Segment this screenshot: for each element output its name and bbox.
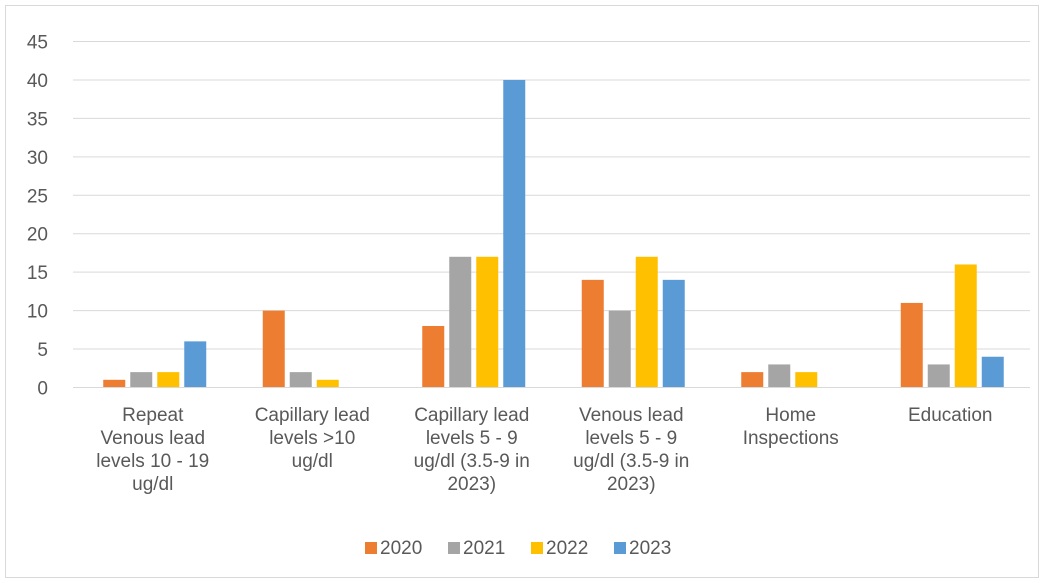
bar-2022-cat-1 [316,379,339,388]
bar-2021-cat-5 [927,364,950,388]
x-category-label-line: Venous lead [579,405,684,426]
legend-label-2020: 2020 [380,538,422,559]
bar-2020-cat-0 [103,379,126,388]
y-tick-label: 25 [27,186,48,207]
y-tick-label: 35 [27,109,48,130]
bar-2023-cat-5 [981,356,1004,388]
legend-label-2023: 2023 [629,538,671,559]
bar-2023-cat-3 [662,279,685,388]
legend-swatch-2021 [448,542,460,554]
legend-label-2021: 2021 [463,538,505,559]
legend-swatch-2023 [614,542,626,554]
bar-2020-cat-4 [741,372,764,388]
bar-2023-cat-2 [503,79,526,388]
legend: 2020 2021 2022 2023 [365,538,671,559]
bar-2020-cat-3 [581,279,604,388]
x-category-label-line: Education [908,405,993,426]
x-category-label-line: levels 5 - 9 [585,428,677,449]
x-category-label: Venous lead levels 5 - 9 ug/dl (3.5-9 in 20… [573,405,689,495]
x-category-label-line: ug/dl (3.5-9 in [573,451,689,472]
x-category-label-line: levels 10 - 19 [96,451,209,472]
x-category-label-line: Capillary lead [255,405,370,426]
bar-2021-cat-4 [768,364,791,388]
x-category-label-line: levels >10 [269,428,355,449]
x-category-label-line: 2023) [447,474,496,495]
y-tick-label: 15 [27,263,48,284]
legend-label-2022: 2022 [546,538,588,559]
y-tick-label: 40 [27,71,48,92]
y-tick-label: 10 [27,302,48,323]
x-category-label: Home Inspections [743,405,839,449]
bar-2023-cat-0 [184,341,207,388]
x-category-label-line: Capillary lead [414,405,529,426]
bar-2022-cat-3 [635,256,658,388]
gridlines [73,41,1030,350]
bar-2022-cat-0 [157,372,180,388]
x-axis-categories: Repeat Venous lead levels 10 - 19 ug/dlCapi… [96,405,992,495]
x-category-label: Capillary lead levels >10 ug/dl [255,405,370,472]
x-category-label-line: Inspections [743,428,839,449]
x-category-label-line: levels 5 - 9 [426,428,518,449]
y-tick-label: 45 [27,33,48,54]
x-category-label-line: ug/dl [292,451,333,472]
bar-2022-cat-2 [476,256,499,388]
y-tick-label: 0 [37,379,48,400]
bar-2021-cat-0 [130,372,153,388]
legend-swatch-2020 [365,542,377,554]
x-category-label: Capillary lead levels 5 - 9 ug/dl (3.5-9 i… [414,405,530,495]
x-category-label-line: Home [765,405,816,426]
bars [103,79,1004,388]
bar-2021-cat-1 [289,372,312,388]
legend-swatch-2022 [531,542,543,554]
bar-2022-cat-5 [954,264,977,388]
bar-2022-cat-4 [795,372,818,388]
bar-2020-cat-2 [422,325,445,388]
bar-2021-cat-3 [608,310,631,388]
x-category-label: Education [908,405,993,426]
x-category-label-line: Venous lead [100,428,205,449]
x-category-label: Repeat Venous lead levels 10 - 19 ug/dl [96,405,209,495]
bar-2020-cat-5 [900,302,923,388]
bar-2021-cat-2 [449,256,472,388]
bar-2020-cat-1 [262,310,285,388]
y-axis-ticks: 0 5 10 15 20 25 30 35 40 45 [27,33,48,400]
x-category-label-line: 2023) [607,474,656,495]
y-tick-label: 30 [27,148,48,169]
y-tick-label: 20 [27,225,48,246]
y-tick-label: 5 [37,340,48,361]
x-category-label-line: Repeat [122,405,184,426]
x-category-label-line: ug/dl (3.5-9 in [414,451,530,472]
x-category-label-line: ug/dl [132,474,173,495]
